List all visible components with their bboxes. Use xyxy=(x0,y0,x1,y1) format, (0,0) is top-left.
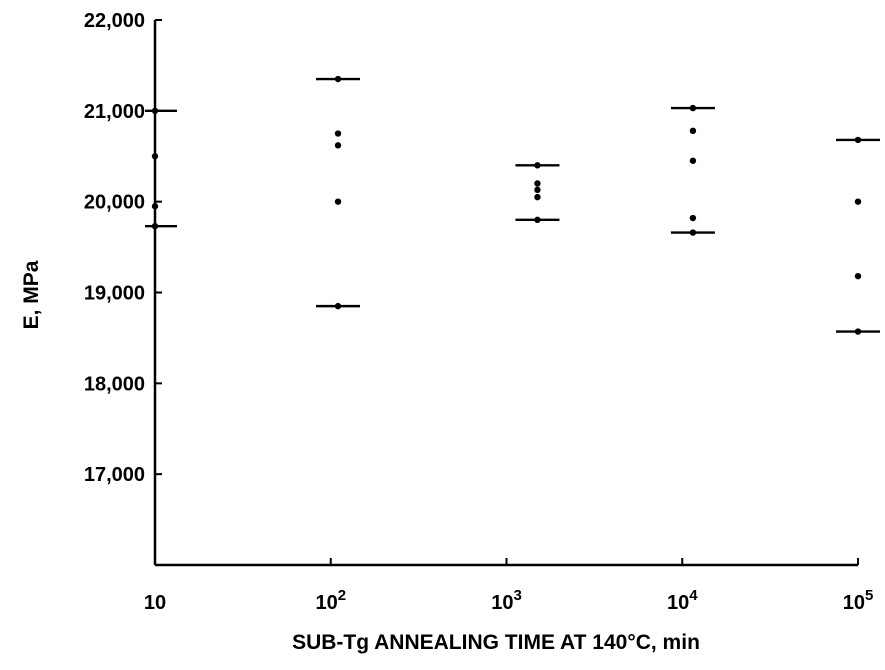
data-point xyxy=(334,130,342,137)
data-point xyxy=(151,107,159,115)
y-tick-label: 17,000 xyxy=(84,464,145,486)
data-point xyxy=(689,214,697,222)
y-tick-label: 22,000 xyxy=(84,10,145,32)
y-tick-label: 21,000 xyxy=(84,101,145,123)
x-tick-label: 104 xyxy=(667,587,698,614)
x-tick-label: 103 xyxy=(491,587,522,614)
data-point xyxy=(334,198,342,205)
y-tick-label: 20,000 xyxy=(84,192,145,214)
data-point xyxy=(334,302,342,310)
data-point xyxy=(854,136,862,144)
x-tick-label: 102 xyxy=(315,587,346,614)
axes xyxy=(153,20,858,567)
y-tick-label: 18,000 xyxy=(84,373,145,395)
data-marks xyxy=(145,75,880,335)
data-point xyxy=(854,328,862,335)
data-point xyxy=(151,222,159,230)
data-point xyxy=(534,193,541,201)
data-point xyxy=(534,186,541,194)
data-point xyxy=(854,272,862,280)
data-point xyxy=(534,162,541,169)
data-point xyxy=(689,104,697,112)
data-point xyxy=(151,153,159,160)
tick-layer: 17,000 18,000 19,000 20,000 21,000 22,000 10 10… xyxy=(84,10,873,614)
data-point xyxy=(689,229,697,236)
data-point xyxy=(334,142,342,149)
x-tick-label: 10 xyxy=(144,592,166,614)
data-point xyxy=(689,157,697,164)
data-point xyxy=(534,180,541,187)
data-point xyxy=(151,203,159,210)
data-point xyxy=(534,216,541,224)
y-axis-title: E, MPa xyxy=(20,260,43,329)
y-tick-label: 19,000 xyxy=(84,283,145,305)
data-point xyxy=(689,127,697,135)
data-point xyxy=(854,198,862,205)
x-axis-title: SUB-Tg ANNEALING TIME AT 140°C, min xyxy=(292,631,700,654)
data-point xyxy=(334,75,342,83)
x-tick-label: 105 xyxy=(843,587,874,614)
